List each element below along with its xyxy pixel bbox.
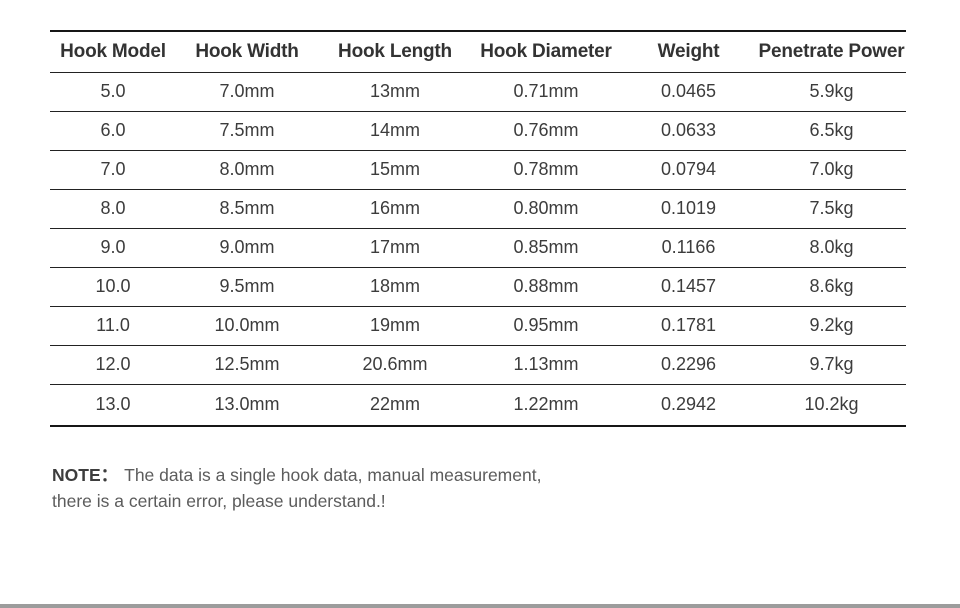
table-cell: 13.0mm — [214, 394, 280, 415]
table-header-cell: Penetrate Power — [758, 40, 905, 62]
table-cell: 0.71mm — [513, 81, 579, 101]
table-header-cell: Hook Length — [338, 40, 452, 62]
table-row: 10.0 9.5mm 18mm 0.88mm 0.1457 8.6kg — [50, 267, 906, 306]
table-cell: 0.88mm — [513, 276, 579, 296]
table-cell: 0.80mm — [513, 198, 579, 218]
table-row: 11.0 10.0mm 19mm 0.95mm 0.1781 9.2kg — [50, 306, 906, 345]
note-text-line-2: there is a certain error, please underst… — [52, 491, 386, 511]
spec-table-head-row: Hook Model Hook Width Hook Length Hook Diam… — [50, 31, 906, 72]
table-cell: 0.0794 — [660, 159, 717, 179]
table-cell: 13.0 — [95, 394, 131, 415]
table-cell: 9.0 — [100, 237, 126, 257]
table-cell: 19mm — [369, 315, 420, 335]
table-cell: 18mm — [369, 276, 420, 296]
table-cell: 0.0465 — [660, 81, 717, 101]
table-cell: 7.0mm — [219, 81, 275, 101]
table-cell: 0.95mm — [513, 315, 579, 335]
table-cell: 7.5mm — [219, 120, 275, 140]
table-cell: 1.22mm — [513, 394, 579, 415]
table-cell: 12.5mm — [214, 354, 280, 374]
table-cell: 0.2942 — [660, 394, 717, 415]
table-cell: 6.0 — [100, 120, 126, 140]
table-row: 12.0 12.5mm 20.6mm 1.13mm 0.2296 9.7kg — [50, 345, 906, 384]
table-cell: 10.0 — [95, 276, 131, 296]
table-cell: 8.0mm — [219, 159, 275, 179]
table-cell: 10.0mm — [214, 315, 280, 335]
table-cell: 17mm — [369, 237, 420, 257]
table-cell: 9.2kg — [809, 315, 854, 335]
table-row: 7.0 8.0mm 15mm 0.78mm 0.0794 7.0kg — [50, 150, 906, 189]
table-cell: 1.13mm — [513, 354, 579, 374]
table-cell: 5.0 — [100, 81, 126, 101]
table-cell: 14mm — [369, 120, 420, 140]
bottom-divider-bar — [0, 604, 960, 608]
table-cell: 6.5kg — [809, 120, 854, 140]
table-cell: 9.0mm — [219, 237, 275, 257]
table-cell: 5.9kg — [809, 81, 854, 101]
note: NOTE： The data is a single hook data, man… — [52, 462, 672, 514]
table-cell: 0.78mm — [513, 159, 579, 179]
note-line-1: NOTE： The data is a single hook data, man… — [52, 462, 672, 488]
table-cell: 8.6kg — [809, 276, 854, 296]
table-cell: 7.0 — [100, 159, 126, 179]
table-cell: 0.1166 — [661, 237, 716, 257]
table-cell: 8.5mm — [219, 198, 275, 218]
table-header-cell: Hook Width — [195, 40, 299, 62]
table-cell: 15mm — [369, 159, 420, 179]
spec-table: Hook Model Hook Width Hook Length Hook Diam… — [50, 30, 906, 427]
table-row: 9.0 9.0mm 17mm 0.85mm 0.1166 8.0kg — [50, 228, 906, 267]
table-cell: 0.85mm — [513, 237, 579, 257]
table-cell: 9.5mm — [219, 276, 275, 296]
table-cell: 9.7kg — [809, 354, 854, 374]
table-cell: 0.2296 — [660, 354, 717, 374]
table-cell: 0.1781 — [660, 315, 717, 335]
table-row: 6.0 7.5mm 14mm 0.76mm 0.0633 6.5kg — [50, 111, 906, 150]
table-cell: 13mm — [369, 81, 420, 101]
table-row: 5.0 7.0mm 13mm 0.71mm 0.0465 5.9kg — [50, 72, 906, 111]
note-text-line-1: The data is a single hook data, manual m… — [124, 465, 542, 485]
table-header-cell: Hook Diameter — [480, 40, 612, 62]
table-cell: 7.0kg — [809, 159, 854, 179]
table-cell: 12.0 — [95, 354, 131, 374]
table-row: 13.0 13.0mm 22mm 1.22mm 0.2942 10.2kg — [50, 384, 906, 426]
table-header-cell: Hook Model — [60, 40, 166, 62]
table-cell: 7.5kg — [809, 198, 854, 218]
table-cell: 11.0 — [96, 315, 130, 335]
table-cell: 8.0 — [100, 198, 126, 218]
spec-table-body: 5.0 7.0mm 13mm 0.71mm 0.0465 5.9kg 6.0 7.5mm 14m… — [50, 72, 906, 426]
table-cell: 16mm — [369, 198, 420, 218]
table-cell: 8.0kg — [809, 237, 854, 257]
table-header-cell: Weight — [657, 40, 720, 62]
table-cell: 22mm — [369, 394, 420, 415]
table-cell: 20.6mm — [362, 354, 428, 374]
table-cell: 10.2kg — [804, 394, 859, 415]
table-cell: 0.1019 — [660, 198, 717, 218]
table-cell: 0.0633 — [660, 120, 717, 140]
spec-table-container: Hook Model Hook Width Hook Length Hook Diam… — [50, 30, 906, 427]
table-cell: 0.1457 — [660, 276, 717, 296]
table-cell: 0.76mm — [513, 120, 579, 140]
table-row: 8.0 8.5mm 16mm 0.80mm 0.1019 7.5kg — [50, 189, 906, 228]
note-label: NOTE： — [52, 465, 119, 485]
